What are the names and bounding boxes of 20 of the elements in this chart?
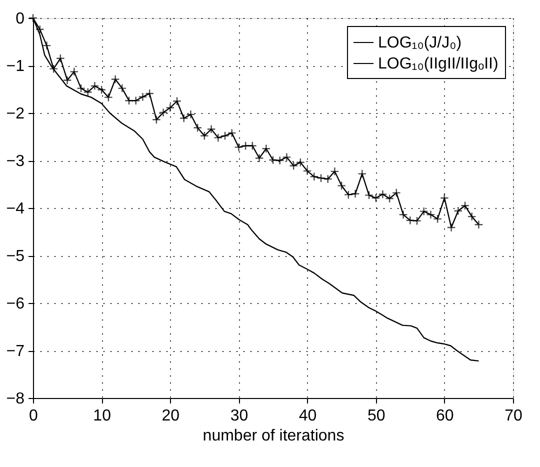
x-tick-label: 30 — [230, 408, 248, 424]
y-tick-label: −4 — [6, 200, 25, 218]
y-tick-label: −2 — [6, 106, 25, 122]
x-tick-label: 20 — [162, 408, 180, 424]
x-tick-label: 40 — [298, 408, 317, 424]
x-tick-label: 60 — [436, 408, 454, 424]
x-tick-label: 50 — [367, 408, 386, 424]
x-tick-label: 10 — [93, 408, 112, 424]
legend-label: LOG₁₀(IIgII/IIgₒII) — [378, 56, 498, 72]
x-axis-title: number of iterations — [202, 428, 344, 444]
x-tick-label: 70 — [504, 408, 522, 424]
y-tick-label: −1 — [6, 58, 25, 75]
y-tick-label: −8 — [6, 390, 25, 408]
y-tick-label: −7 — [6, 343, 25, 360]
x-tick-label: 0 — [29, 408, 38, 424]
legend-label: LOG₁₀(J/J₀) — [378, 34, 462, 52]
y-tick-label: −6 — [6, 296, 25, 312]
y-tick-label: 0 — [16, 10, 25, 28]
y-tick-label: −5 — [6, 248, 25, 265]
y-tick-label: −3 — [6, 153, 25, 170]
